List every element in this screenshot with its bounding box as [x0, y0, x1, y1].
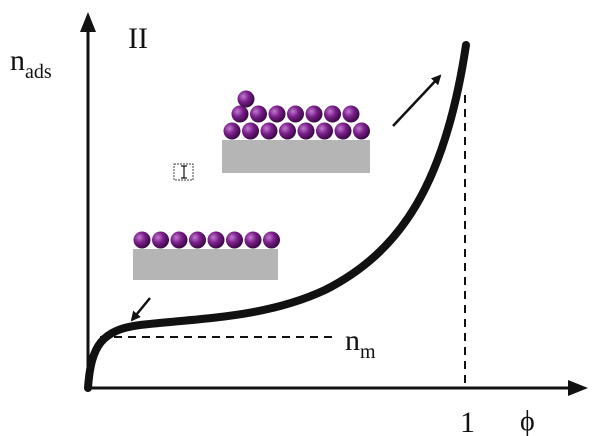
isotherm-type: II — [128, 22, 148, 55]
molecule — [353, 123, 370, 140]
multilayer-arrow — [393, 76, 440, 126]
multilayer-substrate — [222, 140, 370, 173]
isotherm-diagram: II nads nm 1 ϕ — [0, 0, 597, 436]
cursor-icon — [174, 164, 193, 180]
molecule — [279, 123, 296, 140]
molecule — [335, 123, 352, 140]
monolayer-label-main: n — [345, 324, 360, 357]
molecule — [316, 123, 333, 140]
molecule — [250, 106, 267, 123]
molecule — [261, 123, 278, 140]
molecule — [298, 123, 315, 140]
y-axis-label-main: n — [10, 44, 25, 77]
molecule — [152, 232, 169, 249]
monolayer-substrate — [133, 249, 278, 280]
molecule — [287, 106, 304, 123]
molecule — [171, 232, 188, 249]
molecule — [232, 106, 249, 123]
monolayer-label: nm — [345, 324, 376, 363]
molecule — [226, 232, 243, 249]
molecule — [208, 232, 225, 249]
y-axis-label: nads — [10, 44, 52, 83]
molecule — [263, 232, 280, 249]
x-axis-label: ϕ — [520, 406, 535, 436]
molecule — [242, 123, 259, 140]
x-tick-label: 1 — [460, 406, 475, 436]
molecule — [245, 232, 262, 249]
molecule — [238, 91, 255, 108]
monolayer-label-sub: m — [360, 341, 376, 363]
molecule — [189, 232, 206, 249]
monolayer-arrow — [132, 298, 150, 320]
molecule — [343, 106, 360, 123]
y-axis-label-sub: ads — [25, 61, 52, 83]
x-axis-arrow — [568, 380, 588, 396]
y-axis-arrow — [80, 12, 96, 32]
molecule — [134, 232, 151, 249]
molecule — [324, 106, 341, 123]
molecule — [224, 123, 241, 140]
molecule — [269, 106, 286, 123]
molecule — [306, 106, 323, 123]
